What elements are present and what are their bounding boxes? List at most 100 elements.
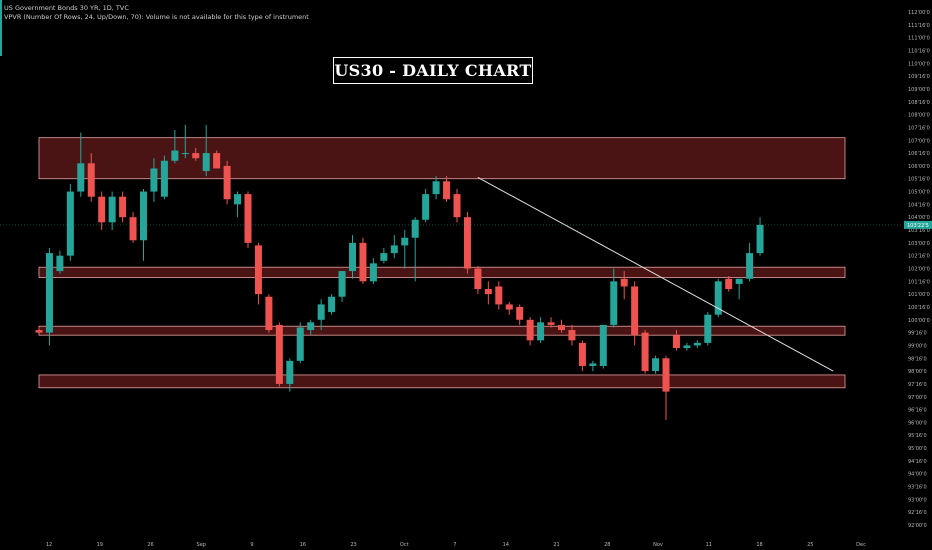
candle-body-22 — [265, 296, 273, 331]
candle-body-20 — [244, 194, 252, 243]
zone-rect-1 — [38, 266, 846, 278]
y-tick-label: 97'00'0 — [908, 395, 927, 401]
candle-body-15 — [192, 153, 200, 159]
current-price-tag — [904, 220, 932, 229]
candle-body-42 — [474, 268, 482, 290]
candle-body-50 — [558, 324, 565, 331]
candle-body-37 — [422, 194, 430, 220]
y-tick-label: 104'00'0 — [908, 215, 930, 221]
candle-body-55 — [610, 281, 618, 325]
candle-body-36 — [411, 219, 419, 238]
y-tick-label: 94'00'0 — [908, 472, 927, 478]
candle-body-34 — [390, 245, 398, 254]
candle-body-8 — [119, 196, 127, 218]
candle-body-54 — [599, 324, 607, 366]
current-price-label: 103'22'5 — [907, 223, 929, 229]
y-tick-label: 105'16'0 — [908, 177, 930, 183]
candle-body-62 — [683, 345, 691, 349]
candle-body-48 — [537, 322, 545, 341]
candle-body-26 — [307, 322, 315, 331]
x-tick-label: 11 — [706, 542, 712, 548]
candle-body-13 — [171, 150, 179, 161]
chart-title: US30 - DAILY CHART — [334, 61, 532, 80]
y-tick-label: 102'00'0 — [908, 267, 930, 273]
y-tick-label: 109'16'0 — [908, 74, 930, 80]
candle-body-2 — [56, 255, 64, 272]
y-tick-label: 99'16'0 — [908, 331, 927, 337]
y-tick-label: 101'16'0 — [908, 279, 930, 285]
trendline — [477, 177, 834, 372]
candle-body-67 — [735, 278, 743, 284]
candle-body-18 — [223, 165, 231, 200]
y-tick-label: 112'00'0 — [908, 10, 930, 16]
x-tick-label: 25 — [807, 542, 813, 548]
x-tick-label: 16 — [300, 542, 306, 548]
y-tick-label: 96'16'0 — [908, 408, 927, 414]
candle-body-1 — [45, 253, 53, 333]
x-tick-label: 21 — [553, 542, 559, 548]
y-tick-label: 97'16'0 — [908, 382, 927, 388]
candle-body-7 — [108, 196, 116, 223]
zone-rect-0 — [38, 137, 846, 180]
y-tick-label: 109'00'0 — [908, 87, 930, 93]
candle-body-10 — [140, 191, 147, 241]
candle-body-66 — [725, 278, 733, 290]
candle-body-69 — [756, 224, 764, 254]
candle-body-44 — [495, 286, 503, 305]
candle-body-12 — [160, 160, 168, 197]
y-tick-label: 92'00'0 — [908, 523, 927, 529]
y-tick-label: 93'16'0 — [908, 485, 927, 491]
y-tick-label: 100'16'0 — [908, 305, 930, 311]
candle-body-58 — [641, 332, 649, 372]
y-tick-label: 99'00'0 — [908, 343, 927, 349]
candle-body-53 — [589, 363, 597, 366]
y-tick-label: 106'00'0 — [908, 164, 930, 170]
candle-body-24 — [286, 360, 294, 384]
candle-body-33 — [380, 253, 388, 261]
candle-body-25 — [296, 327, 304, 361]
x-tick-label: 14 — [503, 542, 509, 548]
candle-body-23 — [275, 324, 283, 384]
y-tick-label: 111'00'0 — [908, 36, 930, 42]
y-tick-label: 104'16'0 — [908, 202, 930, 208]
candle-body-11 — [150, 168, 158, 192]
y-tick-label: 93'00'0 — [908, 497, 927, 503]
x-tick-label: 7 — [453, 542, 456, 548]
y-tick-label: 98'00'0 — [908, 369, 927, 375]
x-tick-label: 23 — [350, 542, 356, 548]
candle-body-21 — [254, 245, 262, 295]
chart-title-box: US30 - DAILY CHART — [333, 57, 533, 84]
y-tick-label: 107'00'0 — [908, 138, 930, 144]
candle-body-46 — [516, 306, 524, 320]
candle-body-19 — [234, 194, 242, 205]
candle-body-64 — [704, 314, 712, 343]
candle-body-68 — [746, 253, 754, 279]
x-tick-label: 9 — [250, 542, 253, 548]
candle-body-0 — [35, 330, 43, 333]
candle-body-35 — [401, 237, 409, 246]
y-tick-label: 108'16'0 — [908, 100, 930, 106]
candle-body-60 — [662, 358, 670, 392]
y-tick-label: 102'16'0 — [908, 254, 930, 260]
y-tick-label: 110'00'0 — [908, 61, 930, 67]
candle-body-30 — [349, 242, 356, 272]
symbol-header: US Government Bonds 30 YR, 1D, TVC — [4, 4, 129, 12]
candle-body-47 — [526, 319, 534, 341]
candle-body-51 — [568, 330, 576, 341]
x-tick-label: 12 — [46, 542, 52, 548]
x-tick-label: Dec — [856, 542, 866, 548]
candle-body-3 — [66, 191, 74, 256]
x-tick-label: Sep — [197, 542, 206, 548]
candle-body-57 — [631, 286, 639, 336]
x-tick-label: Oct — [400, 542, 409, 548]
candle-body-40 — [453, 194, 461, 218]
candle-body-49 — [547, 322, 555, 325]
y-tick-label: 108'00'0 — [908, 113, 930, 119]
y-tick-label: 103'00'0 — [908, 241, 930, 247]
y-tick-label: 94'16'0 — [908, 459, 927, 465]
y-tick-label: 101'00'0 — [908, 292, 930, 298]
candle-body-65 — [714, 281, 722, 315]
y-tick-label: 95'00'0 — [908, 446, 927, 452]
x-tick-label: Nov — [653, 542, 663, 548]
